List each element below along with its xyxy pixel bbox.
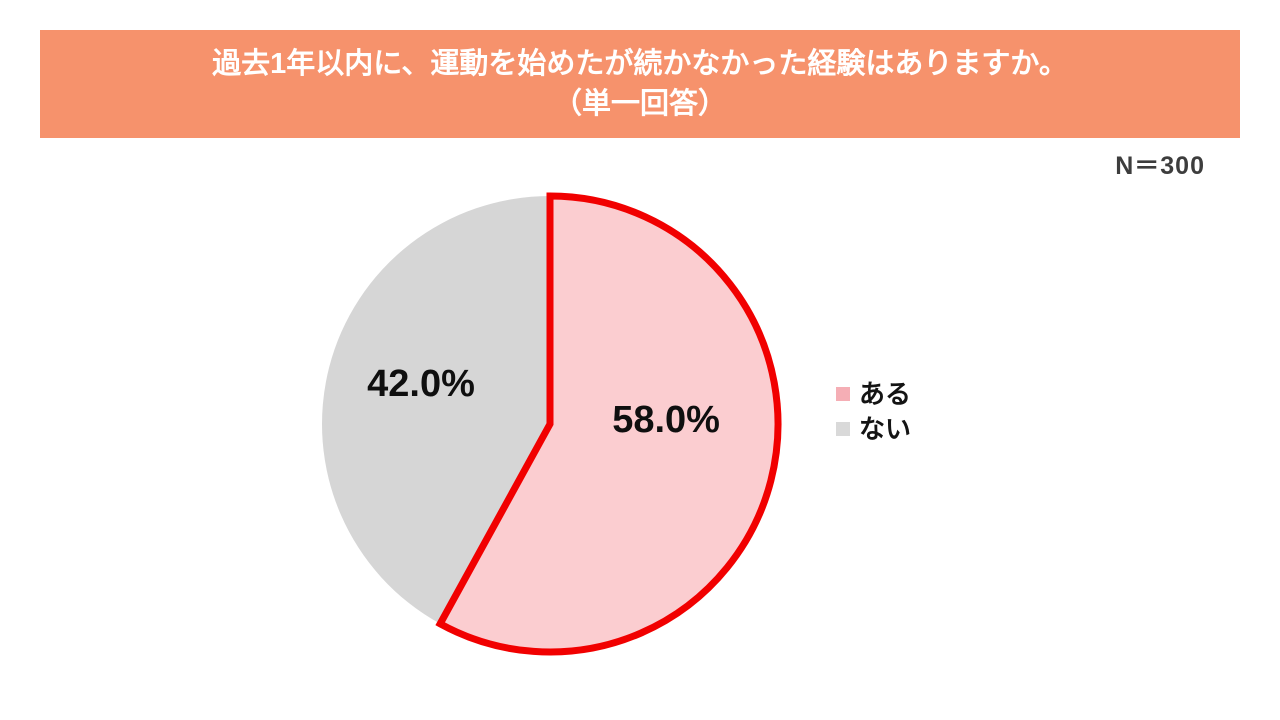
legend-label: ない bbox=[859, 414, 912, 444]
pie-data-label: 58.0% bbox=[612, 399, 720, 441]
title-line-2: （単一回答） bbox=[552, 88, 727, 120]
sample-size-label: N＝300 bbox=[1115, 152, 1205, 180]
pie-slice-ない bbox=[321, 195, 550, 624]
title-line-1: 過去1年以内に、運動を始めたが続かなかった経験はありますか。 bbox=[212, 48, 1068, 80]
pie-slice-ある bbox=[435, 192, 782, 656]
legend-swatch-icon bbox=[836, 422, 850, 436]
legend-label: ある bbox=[859, 379, 912, 409]
legend-item-nai: ない bbox=[836, 416, 911, 442]
pie-data-label: 42.0% bbox=[367, 363, 475, 405]
legend: ある ない bbox=[836, 381, 911, 442]
chart-title-banner: 過去1年以内に、運動を始めたが続かなかった経験はありますか。 （単一回答） bbox=[40, 30, 1240, 138]
legend-item-aru: ある bbox=[836, 381, 911, 407]
legend-swatch-icon bbox=[836, 387, 850, 401]
